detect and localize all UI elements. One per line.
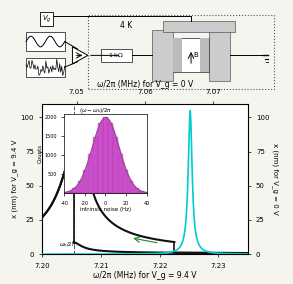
Bar [163,21,235,32]
Bar [88,15,274,89]
Text: $(\omega - \omega_b)/2\pi$: $(\omega - \omega_b)/2\pi$ [79,106,113,115]
Polygon shape [72,47,88,64]
Bar [152,30,173,81]
Bar [72,188,77,193]
Bar [139,191,144,193]
X-axis label: intrinsic noise (Hz): intrinsic noise (Hz) [80,207,131,212]
Y-axis label: Counts: Counts [38,144,43,163]
Bar [119,154,123,193]
Bar [113,137,118,193]
Text: 1 k$\Omega$: 1 k$\Omega$ [108,51,124,59]
Bar [173,38,209,72]
Bar [124,170,128,193]
Bar [83,170,87,193]
Y-axis label: x (nm) for V_g = 0 V: x (nm) for V_g = 0 V [272,143,279,215]
Bar [200,38,209,72]
Bar [101,49,132,62]
Bar [108,123,113,193]
Bar [78,181,82,193]
X-axis label: ω/2π (MHz) for V_g = 9.4 V: ω/2π (MHz) for V_g = 9.4 V [93,271,197,280]
Bar [173,38,182,72]
Bar [98,123,103,193]
Bar [134,188,139,193]
Text: B: B [194,52,199,59]
Bar [88,154,92,193]
Bar [26,57,65,77]
Text: $\omega_b/2\pi$: $\omega_b/2\pi$ [59,240,76,249]
Bar [209,30,230,81]
Bar [93,137,98,193]
Bar [103,117,108,193]
Text: +: + [75,53,81,59]
Y-axis label: x (nm) for V_g = 9.4 V: x (nm) for V_g = 9.4 V [11,140,18,218]
Bar [26,32,65,51]
Text: 4 K: 4 K [120,21,133,30]
Bar [67,191,72,193]
Bar [129,181,133,193]
Text: $V_g$: $V_g$ [42,13,52,25]
X-axis label: ω/2π (MHz) for V_g = 0 V: ω/2π (MHz) for V_g = 0 V [97,80,193,89]
